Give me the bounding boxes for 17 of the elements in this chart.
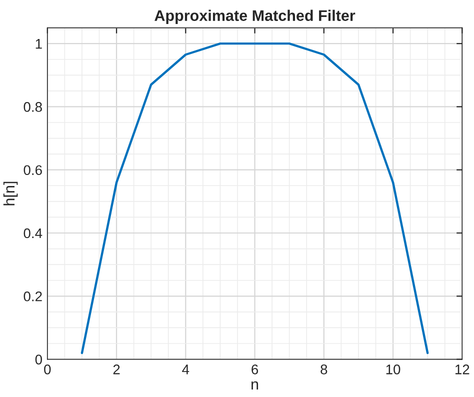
y-tick-label: 0.4 xyxy=(24,228,42,238)
y-tick-label: 0 xyxy=(35,354,42,364)
x-tick-label: 8 xyxy=(320,364,328,374)
x-tick-label: 0 xyxy=(44,364,51,374)
x-tick-label: 12 xyxy=(455,364,470,374)
y-tick-label: 0.8 xyxy=(24,102,42,112)
line-series xyxy=(80,42,429,354)
y-tick-label: 1 xyxy=(36,39,42,49)
x-tick-label: 4 xyxy=(182,364,190,374)
x-axis-title: n xyxy=(252,381,258,390)
y-tick-label: 0.6 xyxy=(24,165,42,176)
x-tick-label: 6 xyxy=(252,364,258,374)
y-tick-label: 0.2 xyxy=(24,291,42,302)
x-tick-label: 2 xyxy=(113,364,120,374)
x-tick-label: 10 xyxy=(386,364,400,374)
chart-title: Approximate Matched Filter xyxy=(154,10,356,24)
y-axis-title: h[n] xyxy=(3,182,18,206)
